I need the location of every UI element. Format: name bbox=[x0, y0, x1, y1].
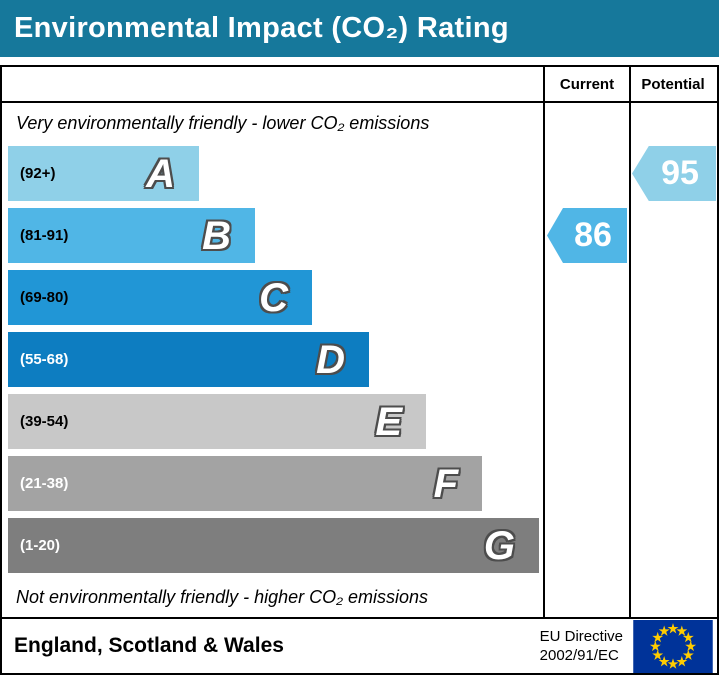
potential-value: 95 bbox=[661, 154, 699, 192]
band-row-a: (92+) A bbox=[2, 143, 717, 205]
potential-column-divider bbox=[629, 67, 631, 617]
band-letter-d: D bbox=[316, 337, 345, 382]
band-range-e: (39-54) bbox=[20, 413, 69, 430]
band-row-g: (1-20) G bbox=[2, 515, 717, 577]
eu-directive-text: EU Directive 2002/91/EC bbox=[540, 627, 623, 666]
band-row-b: (81-91) B bbox=[2, 205, 717, 267]
table-header: Current Potential bbox=[2, 67, 717, 103]
band-bar-a: (92+) A bbox=[8, 146, 199, 201]
band-row-c: (69-80) C bbox=[2, 267, 717, 329]
band-range-a: (92+) bbox=[20, 165, 56, 182]
bottom-note: Not environmentally friendly - higher CO… bbox=[16, 586, 429, 607]
band-range-f: (21-38) bbox=[20, 475, 69, 492]
band-letter-a: A bbox=[146, 151, 175, 196]
bands: (92+) A (81-91) B (69-80) C (55-68) bbox=[2, 143, 717, 577]
band-letter-c: C bbox=[259, 275, 288, 320]
potential-indicator: 95 bbox=[632, 146, 716, 201]
band-row-d: (55-68) D bbox=[2, 329, 717, 391]
column-header-potential: Potential bbox=[641, 75, 705, 93]
band-range-c: (69-80) bbox=[20, 289, 69, 306]
chart-box: Current Potential Very environmentally f… bbox=[0, 65, 719, 619]
band-bar-e: (39-54) E bbox=[8, 394, 426, 449]
eu-directive-line2: 2002/91/EC bbox=[539, 647, 619, 664]
band-bar-d: (55-68) D bbox=[8, 332, 369, 387]
top-note: Very environmentally friendly - lower CO… bbox=[16, 112, 430, 133]
band-bar-c: (69-80) C bbox=[8, 270, 312, 325]
band-range-b: (81-91) bbox=[20, 227, 69, 244]
current-column-divider bbox=[543, 67, 545, 617]
band-letter-f: F bbox=[433, 461, 458, 506]
band-row-f: (21-38) F bbox=[2, 453, 717, 515]
band-bar-b: (81-91) B bbox=[8, 208, 255, 263]
band-letter-g: G bbox=[483, 523, 515, 568]
band-bar-f: (21-38) F bbox=[8, 456, 482, 511]
current-indicator: 86 bbox=[547, 208, 627, 263]
band-range-g: (1-20) bbox=[20, 537, 61, 554]
eu-directive-line1: EU Directive bbox=[539, 627, 623, 645]
table-header-spacer bbox=[2, 67, 545, 101]
page-title: Environmental Impact (CO₂) Rating bbox=[14, 12, 509, 44]
band-range-d: (55-68) bbox=[20, 351, 69, 368]
column-header-current: Current bbox=[559, 75, 615, 93]
band-row-e: (39-54) E bbox=[2, 391, 717, 453]
region-label: England, Scotland & Wales bbox=[14, 634, 284, 657]
footer: England, Scotland & Wales EU Directive 2… bbox=[0, 619, 719, 675]
band-bar-g: (1-20) G bbox=[8, 518, 539, 573]
eu-flag-icon bbox=[633, 619, 713, 673]
title-bar: Environmental Impact (CO₂) Rating bbox=[0, 0, 719, 57]
current-value: 86 bbox=[574, 216, 612, 254]
band-letter-b: B bbox=[202, 213, 231, 258]
band-letter-e: E bbox=[375, 399, 402, 444]
